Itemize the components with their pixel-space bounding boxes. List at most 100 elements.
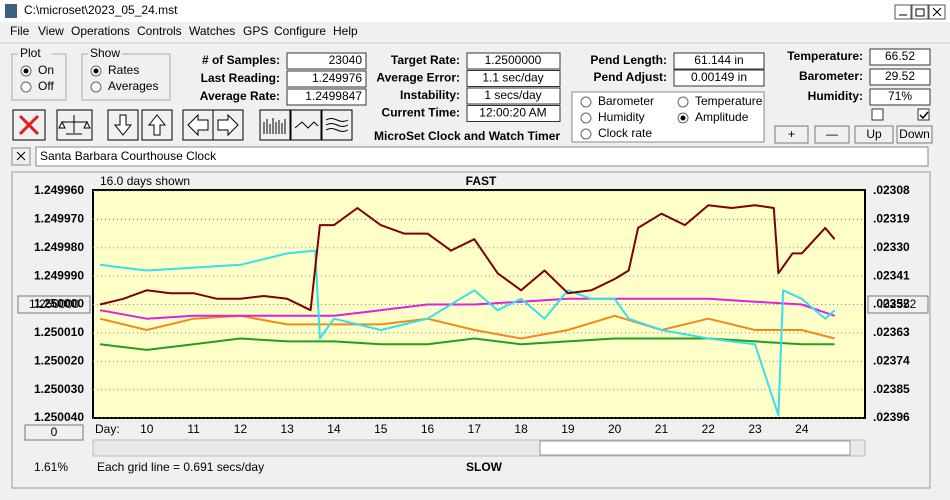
minimize-button[interactable] (894, 4, 912, 20)
menu-item[interactable]: File (10, 24, 30, 38)
field-value: 1 secs/day (484, 88, 541, 102)
clock-name: Santa Barbara Courthouse Clock (40, 149, 217, 163)
y2-tick-label: .02341 (873, 268, 910, 282)
scroll-button[interactable] (24, 424, 84, 441)
x-tick-label: 15 (374, 422, 388, 436)
down-icon (113, 114, 133, 136)
y-tick-label: 1.250030 (34, 382, 84, 396)
toolbar (12, 109, 353, 141)
y2-tick-label: .02363 (873, 325, 910, 339)
x-tick-label: 19 (561, 422, 575, 436)
graph-select-box (571, 91, 765, 143)
radio-dot (23, 68, 29, 74)
clock-name-field[interactable] (35, 146, 929, 167)
scroll-button-label: 0 (51, 425, 58, 439)
percent: 1.61% (34, 460, 68, 474)
checkbox[interactable] (917, 108, 930, 121)
window-controls[interactable] (894, 4, 946, 20)
center-button[interactable] (17, 295, 91, 314)
radio[interactable] (677, 96, 689, 108)
x-tick-label: 21 (655, 422, 669, 436)
field-label: Target Rate: (391, 53, 460, 67)
radio-dot (680, 115, 686, 121)
radio-label: Averages (108, 79, 158, 93)
radio[interactable] (90, 81, 102, 93)
center-button[interactable] (867, 295, 929, 314)
app-name: MicroSet Clock and Watch Timer (374, 129, 560, 143)
x-tick-label: 12 (234, 422, 248, 436)
radio[interactable] (580, 112, 592, 124)
field-box (286, 88, 367, 106)
x-tick-label: 18 (514, 422, 528, 436)
series-line (99, 297, 835, 320)
field-label: Humidity: (808, 89, 863, 103)
field-label: Barometer: (799, 69, 863, 83)
field-box (286, 70, 367, 88)
field-label: Current Time: (382, 106, 460, 120)
x-tick-label: 17 (468, 422, 482, 436)
slow-label: SLOW (466, 460, 503, 474)
menu-item[interactable]: GPS (243, 24, 268, 38)
radio[interactable] (580, 128, 592, 140)
graph-option: Amplitude (695, 110, 749, 124)
field-value: 1.2499847 (305, 89, 362, 103)
field-value: 1.2500000 (485, 53, 542, 67)
field-box (869, 48, 931, 66)
field-value: 1.1 sec/day (482, 71, 543, 85)
field-value: 71% (888, 89, 912, 103)
button-label: — (826, 127, 838, 141)
app-icon (5, 4, 17, 18)
window-title: C:\microset\2023_05_24.mst (24, 3, 178, 17)
y2-tick-label: .02308 (873, 183, 910, 197)
control-button[interactable] (854, 125, 894, 144)
y-tick-label: 1.249970 (34, 212, 84, 226)
center-button-label: .02352 (880, 297, 917, 311)
menu-item[interactable]: Controls (137, 24, 182, 38)
scroll-thumb[interactable] (539, 440, 851, 456)
x-tick-label: 20 (608, 422, 622, 436)
fast-label: FAST (466, 174, 497, 188)
menu-item[interactable]: View (38, 24, 64, 38)
field-box (286, 52, 367, 70)
right-icon (217, 113, 239, 137)
clear-icon (16, 151, 26, 161)
checkbox[interactable] (871, 108, 884, 121)
control-button[interactable] (896, 125, 933, 144)
group-title-bg (88, 47, 122, 59)
y2-tick-label: .02352 (873, 297, 910, 311)
x-tick-label: 22 (702, 422, 716, 436)
y-tick-label: 1.249960 (34, 183, 84, 197)
field-value: 61.144 in (694, 53, 743, 67)
y-tick-label: 1.249990 (34, 268, 84, 282)
maximize-button[interactable] (911, 4, 929, 20)
control-button[interactable] (774, 125, 809, 144)
button-label: + (788, 127, 795, 141)
line-button[interactable] (290, 109, 322, 141)
field-value: 23040 (329, 53, 363, 67)
series-line (99, 204, 836, 312)
radio[interactable] (20, 81, 32, 93)
menu-item[interactable]: Operations (71, 24, 130, 38)
menu-item[interactable]: Watches (189, 24, 235, 38)
radio-label: Off (38, 79, 54, 93)
y2-tick-label: .02385 (873, 382, 910, 396)
wave-icon (325, 118, 349, 132)
field-box (869, 88, 931, 106)
field-label: Average Error: (376, 71, 460, 85)
menu-item[interactable]: Configure (274, 24, 326, 38)
field-label: Temperature: (787, 49, 863, 63)
line-icon (294, 121, 319, 129)
field-box (673, 69, 765, 87)
menu-item[interactable]: Help (333, 24, 358, 38)
graph-option: Clock rate (598, 126, 652, 140)
y2-tick-label: .02374 (873, 353, 910, 367)
radio[interactable] (580, 96, 592, 108)
field-label: Average Rate: (200, 89, 280, 103)
grid-note: Each grid line = 0.691 secs/day (97, 460, 264, 474)
y2-tick-label: .02319 (873, 212, 910, 226)
control-button[interactable] (814, 125, 850, 144)
graph-option: Humidity (598, 110, 645, 124)
field-box (466, 52, 561, 70)
y-tick-label: 1.249980 (34, 240, 84, 254)
